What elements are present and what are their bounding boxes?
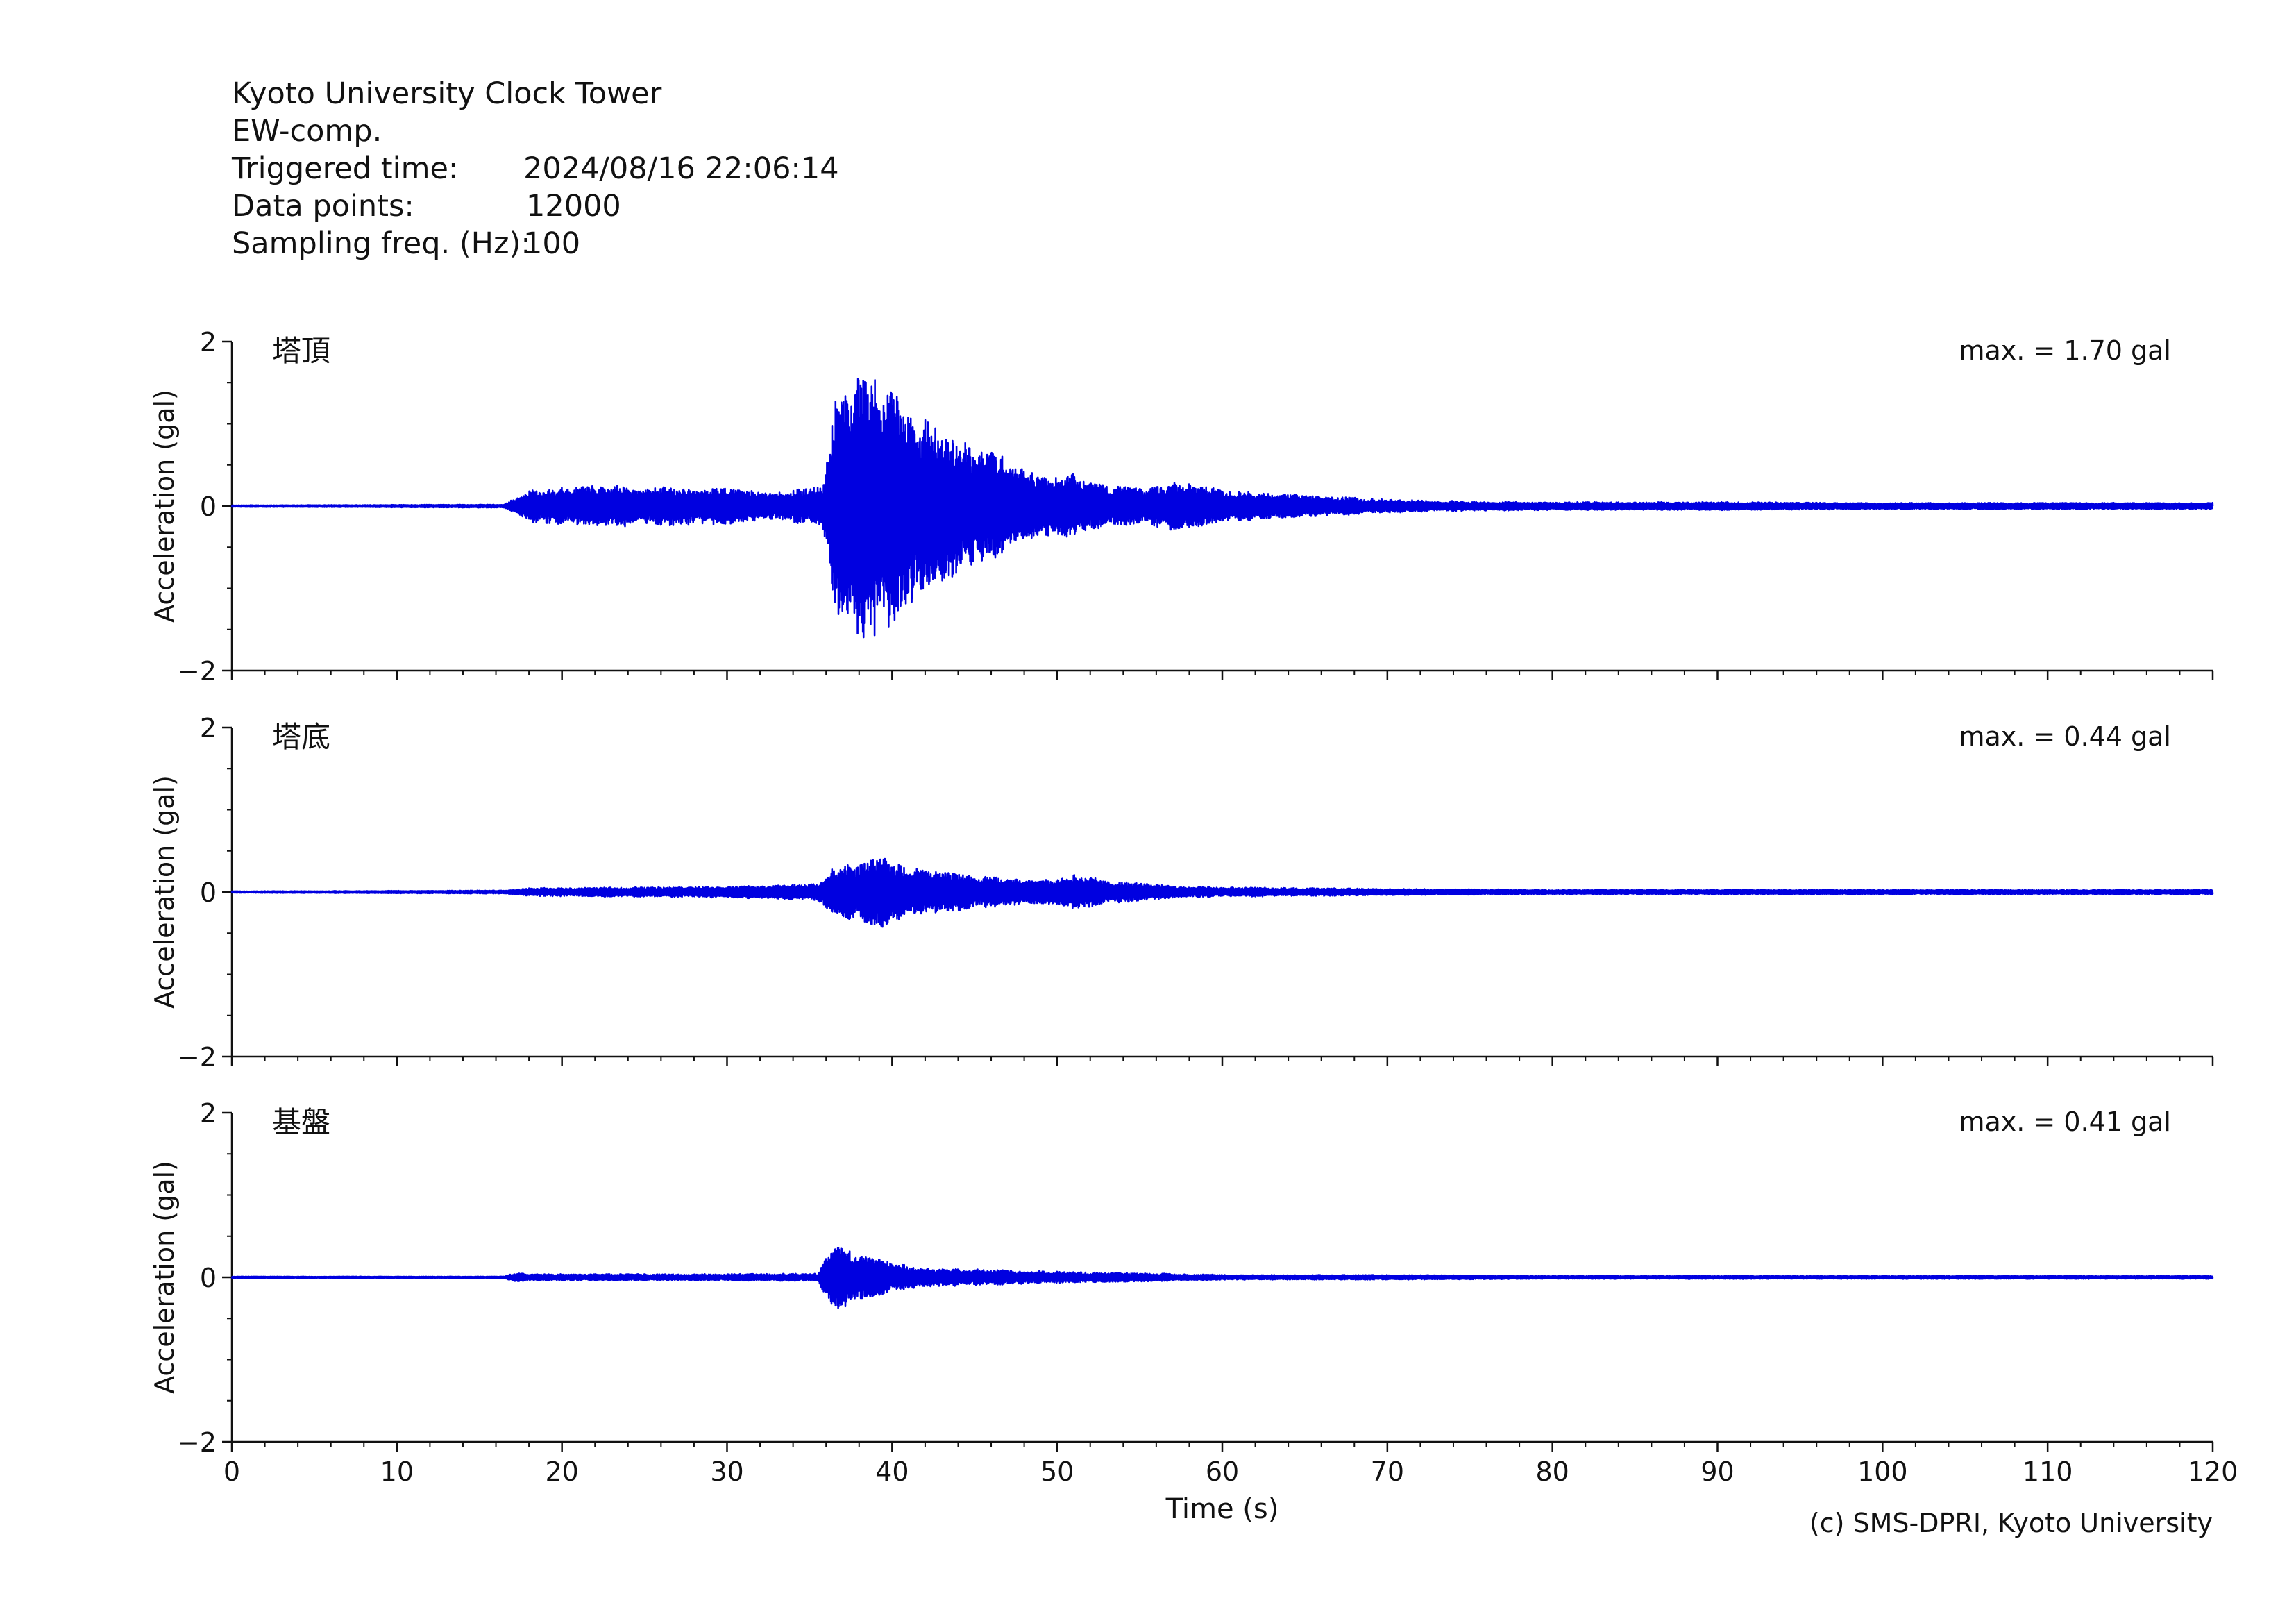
x-tick-label: 90: [1700, 1456, 1734, 1487]
y-axis-label: Acceleration (gal): [149, 775, 180, 1009]
max-label: max. = 0.44 gal: [1959, 721, 2171, 752]
x-tick-label: 80: [1535, 1456, 1569, 1487]
y-axis-label: Acceleration (gal): [149, 1161, 180, 1394]
y-tick-label: 0: [200, 877, 217, 908]
x-axis-label: Time (s): [1165, 1493, 1279, 1525]
x-tick-label: 120: [2188, 1456, 2238, 1487]
triggered-time-value: 2024/08/16 22:06:14: [523, 151, 839, 186]
x-tick-label: 110: [2023, 1456, 2073, 1487]
data-points-label: Data points:: [232, 189, 414, 224]
y-tick-label: 0: [200, 1263, 217, 1293]
x-tick-label: 40: [875, 1456, 909, 1487]
x-tick-label: 0: [223, 1456, 240, 1487]
waveform-3: [230, 1247, 2214, 1309]
x-tick-label: 50: [1040, 1456, 1074, 1487]
max-label: max. = 1.70 gal: [1959, 335, 2171, 366]
waveform-2: [230, 857, 2214, 928]
x-tick-label: 30: [710, 1456, 743, 1487]
sampling-freq-value: 100: [523, 226, 581, 261]
x-tick-label: 70: [1371, 1456, 1404, 1487]
max-label: max. = 0.41 gal: [1959, 1107, 2171, 1137]
y-axis-label: Acceleration (gal): [149, 389, 180, 623]
x-tick-label: 100: [1857, 1456, 1908, 1487]
station-name: Kyoto University Clock Tower: [232, 76, 662, 111]
data-points-row: Data points: 12000: [232, 187, 661, 225]
panel-name: 基盤: [272, 1105, 330, 1139]
y-tick-label: −2: [178, 1042, 217, 1073]
y-tick-label: −2: [178, 1427, 217, 1458]
y-tick-label: 0: [200, 491, 217, 522]
sampling-freq-label: Sampling freq. (Hz):: [232, 226, 531, 261]
y-tick-label: 2: [200, 327, 217, 358]
y-tick-label: −2: [178, 656, 217, 687]
panel-name: 塔頂: [272, 334, 330, 368]
record-header: Kyoto University Clock Tower EW-comp. Tr…: [232, 75, 839, 262]
component-label: EW-comp.: [232, 114, 382, 149]
y-tick-label: 2: [200, 1098, 217, 1129]
y-tick-label: 2: [200, 713, 217, 743]
triggered-time-row: Triggered time: 2024/08/16 22:06:14: [232, 150, 839, 187]
credit-text: (c) SMS-DPRI, Kyoto University: [1809, 1508, 2213, 1538]
triggered-time-label: Triggered time:: [232, 151, 459, 186]
x-tick-label: 10: [380, 1456, 414, 1487]
x-tick-label: 20: [545, 1456, 578, 1487]
sampling-freq-row: Sampling freq. (Hz): 100: [232, 225, 661, 262]
data-points-value: 12000: [526, 189, 621, 224]
waveform-1: [230, 378, 2214, 639]
panel-name: 塔底: [272, 720, 330, 754]
x-tick-label: 60: [1206, 1456, 1239, 1487]
